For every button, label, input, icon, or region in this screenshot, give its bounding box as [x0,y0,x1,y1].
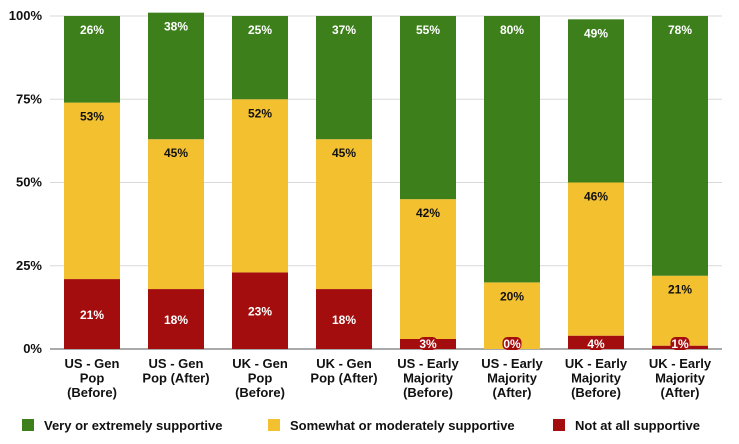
x-tick-label-line: Pop (After) [142,371,209,386]
bar-segment [568,19,624,183]
data-label: 25% [248,23,272,37]
data-label: 45% [332,146,356,160]
data-label: 20% [500,289,524,303]
x-tick-label-line: Majority [655,371,706,386]
data-label: 42% [416,206,440,220]
data-label-badge [418,337,438,350]
data-label-badge [502,337,522,350]
data-label-badge [586,337,606,350]
bar-segment [232,16,288,100]
data-label: 78% [668,23,692,37]
x-tick-label-line: Majority [403,371,454,386]
bar-segment [652,275,708,346]
bar-segment [484,16,540,283]
data-label: 52% [248,106,272,120]
x-tick-label-line: (After) [661,385,700,400]
bar-segment [568,182,624,336]
data-label: 0% [503,337,521,351]
x-tick-label-line: UK - Gen [232,356,288,371]
y-axis: 0% 25% 50% 75% 100% [9,8,43,356]
x-tick-label-line: US - Gen [149,356,204,371]
data-label: 45% [164,146,188,160]
y-tick-label: 75% [16,91,42,106]
legend-swatch [553,419,565,431]
bar-segment [148,289,204,349]
x-tick-label: UK - Gen Pop (Before) [232,356,288,400]
data-label: 18% [332,313,356,327]
bar-segment [64,16,120,103]
bars [64,12,708,349]
x-tick-label-line: (Before) [403,385,453,400]
legend-swatch [268,419,280,431]
x-tick-label: UK - Gen Pop (After) [310,356,377,386]
data-label: 46% [584,190,608,204]
bar-segment [652,16,708,276]
y-tick-label: 100% [9,8,43,23]
data-label: 80% [500,23,524,37]
x-tick-label: US - Gen Pop (Before) [65,356,120,400]
x-tick-label-line: (Before) [67,385,117,400]
x-tick-label-line: UK - Early [565,356,628,371]
bar-segment [64,102,120,280]
data-label: 4% [587,337,605,351]
data-label: 26% [80,23,104,37]
data-label: 18% [164,313,188,327]
x-tick-label: US - Early Majority (Before) [397,356,459,400]
x-tick-label: US - Gen Pop (After) [142,356,209,386]
data-label: 23% [248,305,272,319]
x-tick-label: UK - Early Majority (Before) [565,356,628,400]
y-tick-label: 25% [16,258,42,273]
x-tick-label-line: (Before) [571,385,621,400]
legend-swatch [22,419,34,431]
bar-segment [316,139,372,290]
x-axis: US - Gen Pop (Before)US - Gen Pop (After)UK… [65,356,712,400]
data-label-badge [670,337,690,350]
x-tick-label-line: Pop [80,371,105,386]
data-label: 37% [332,23,356,37]
x-tick-label-line: Pop (After) [310,371,377,386]
x-tick-label-line: Majority [571,371,622,386]
x-tick-label-line: UK - Gen [316,356,372,371]
bar-segment [400,199,456,340]
legend: Very or extremely supportive Somewhat or … [22,418,700,433]
x-tick-label: UK - Early Majority (After) [649,356,712,400]
legend-label: Not at all supportive [575,418,700,433]
x-tick-label-line: US - Early [481,356,543,371]
data-label: 21% [80,308,104,322]
x-tick-label: US - Early Majority (After) [481,356,543,400]
y-tick-label: 0% [23,341,42,356]
x-tick-label-line: (Before) [235,385,285,400]
x-tick-label-line: US - Gen [65,356,120,371]
x-tick-label-line: UK - Early [649,356,712,371]
data-label: 49% [584,26,608,40]
legend-label: Somewhat or moderately supportive [290,418,515,433]
x-tick-label-line: US - Early [397,356,459,371]
x-tick-label-line: Pop [248,371,273,386]
bar-segment [232,272,288,349]
y-tick-label: 50% [16,175,42,190]
bar-segment [148,12,204,140]
data-label: 1% [671,337,689,351]
x-tick-label-line: Majority [487,371,538,386]
bar-segment [316,16,372,140]
bar-segment [400,16,456,200]
x-tick-label-line: (After) [493,385,532,400]
bar-segment [148,139,204,290]
data-label: 21% [668,283,692,297]
legend-label: Very or extremely supportive [44,418,222,433]
bar-segment [232,99,288,273]
bar-segment [316,289,372,349]
data-label: 53% [80,110,104,124]
data-label: 38% [164,20,188,34]
data-label: 55% [416,23,440,37]
bar-segment [64,279,120,349]
data-labels: 21% 53% 26% 18% 45% 38% 23% 52% 25% 18% 45% 37% 3% 42… [80,20,692,351]
data-label: 3% [419,337,437,351]
